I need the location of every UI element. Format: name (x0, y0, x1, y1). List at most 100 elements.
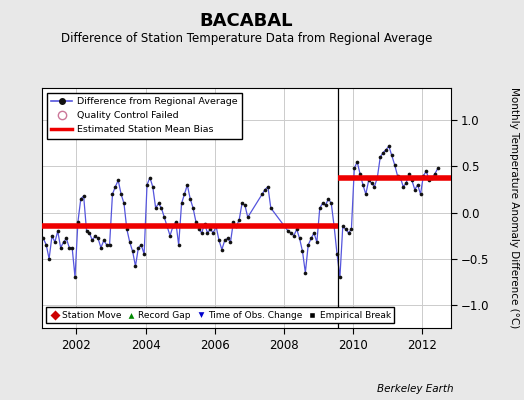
Point (238, 200, 246, 206)
Y-axis label: Monthly Temperature Anomaly Difference (°C): Monthly Temperature Anomaly Difference (… (509, 87, 519, 329)
Point (298, 248, 307, 254)
Point (402, 180, 410, 186)
Point (365, 177, 373, 184)
Point (174, 242, 183, 248)
Point (385, 143, 393, 149)
Point (370, 184, 379, 190)
Point (128, 248, 137, 254)
Point (376, 154, 385, 160)
Point (330, 223, 339, 230)
Point (223, 235, 232, 242)
Point (425, 177, 433, 184)
Point (232, 223, 241, 230)
Point (183, 182, 191, 188)
Point (353, 159, 362, 165)
Point (111, 184, 119, 190)
Point (307, 235, 315, 242)
Point (244, 214, 252, 220)
Point (321, 202, 330, 208)
Point (206, 226, 214, 232)
Point (198, 230, 206, 236)
Point (85, 230, 94, 236)
Point (284, 228, 292, 234)
Point (180, 191, 189, 197)
Point (408, 177, 416, 184)
Point (45, 256, 53, 262)
Point (53, 228, 62, 234)
Point (301, 270, 310, 276)
Point (123, 226, 131, 232)
Point (428, 174, 436, 181)
Point (229, 219, 237, 225)
Point (431, 171, 439, 177)
Point (334, 309, 343, 316)
Point (39, 235, 48, 242)
Point (203, 230, 212, 236)
Text: Difference of Station Temperature Data from Regional Average: Difference of Station Temperature Data f… (61, 32, 432, 45)
Point (151, 205, 160, 211)
Point (217, 246, 226, 253)
Point (333, 251, 341, 257)
Point (160, 214, 169, 220)
Point (114, 177, 123, 184)
Point (417, 191, 425, 197)
Point (71, 274, 79, 280)
Point (388, 152, 396, 158)
Legend: Station Move, Record Gap, Time of Obs. Change, Empirical Break: Station Move, Record Gap, Time of Obs. C… (47, 307, 395, 324)
Point (186, 196, 194, 202)
Point (292, 226, 301, 232)
Text: Berkeley Earth: Berkeley Earth (377, 384, 453, 394)
Point (42, 242, 50, 248)
Point (178, 200, 186, 206)
Point (209, 230, 217, 236)
Point (296, 235, 304, 242)
Point (347, 226, 356, 232)
Point (68, 244, 77, 251)
Point (137, 242, 146, 248)
Point (192, 219, 200, 225)
Point (310, 230, 318, 236)
Point (362, 191, 370, 197)
Point (413, 182, 422, 188)
Point (367, 180, 376, 186)
Point (171, 219, 180, 225)
Point (97, 244, 105, 251)
Point (200, 220, 209, 227)
Point (344, 230, 353, 236)
Point (155, 200, 163, 206)
Point (143, 182, 151, 188)
Point (324, 196, 333, 202)
Point (350, 165, 358, 172)
Point (103, 242, 111, 248)
Point (261, 186, 269, 193)
Point (62, 235, 71, 242)
Point (91, 232, 100, 239)
Text: BACABAL: BACABAL (200, 12, 293, 30)
Point (390, 162, 399, 168)
Point (77, 196, 85, 202)
Point (65, 244, 73, 251)
Point (267, 205, 275, 211)
Point (235, 217, 243, 223)
Point (399, 184, 408, 190)
Point (132, 263, 140, 269)
Point (108, 191, 117, 197)
Point (264, 184, 272, 190)
Point (339, 223, 347, 230)
Point (258, 191, 266, 197)
Point (120, 200, 128, 206)
Point (382, 147, 390, 153)
Point (359, 182, 367, 188)
Point (327, 200, 335, 206)
Point (422, 168, 431, 174)
Point (342, 226, 350, 232)
Point (51, 239, 59, 245)
Point (319, 200, 327, 206)
Point (287, 230, 295, 236)
Point (82, 228, 91, 234)
Point (356, 171, 364, 177)
Point (157, 205, 166, 211)
Point (48, 232, 56, 239)
Point (304, 242, 312, 248)
Point (212, 223, 220, 230)
